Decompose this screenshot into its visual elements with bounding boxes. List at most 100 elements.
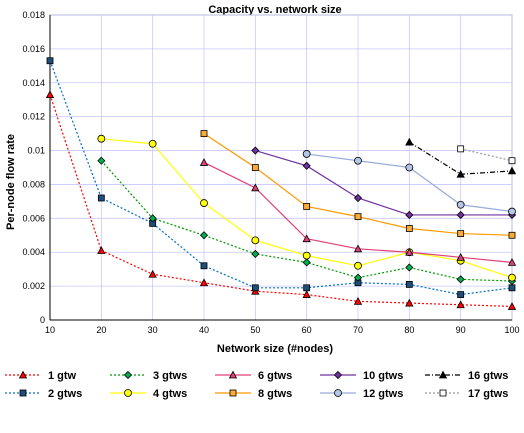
data-point bbox=[508, 284, 516, 292]
y-tick-label: 0.01 bbox=[27, 146, 45, 156]
data-point bbox=[199, 231, 209, 240]
data-point bbox=[456, 252, 465, 261]
x-tick-label: 20 bbox=[96, 325, 106, 335]
series-line bbox=[49, 94, 513, 308]
x-tick-label: 30 bbox=[148, 325, 158, 335]
data-point bbox=[353, 273, 363, 282]
data-point bbox=[456, 300, 465, 309]
x-tick-label: 50 bbox=[250, 325, 260, 335]
series-2 bbox=[46, 57, 516, 298]
data-point bbox=[251, 183, 260, 192]
data-point bbox=[405, 281, 413, 288]
data-point bbox=[508, 207, 516, 216]
series-8 bbox=[302, 150, 516, 216]
series-4 bbox=[97, 134, 516, 282]
data-point bbox=[251, 146, 260, 155]
x-tick-labels: 10 20 30 40 50 60 70 80 90 100 bbox=[45, 325, 520, 335]
data-point bbox=[148, 139, 157, 148]
data-point bbox=[353, 297, 363, 305]
data-point bbox=[200, 130, 208, 138]
series-9 bbox=[405, 137, 517, 178]
data-point bbox=[45, 90, 55, 99]
legend-label: 12 gtws bbox=[363, 388, 403, 400]
y-tick-label: 0 bbox=[40, 315, 45, 325]
data-point bbox=[405, 163, 414, 172]
data-point bbox=[507, 166, 517, 175]
legend-label: 8 gtws bbox=[258, 388, 292, 400]
data-point bbox=[302, 251, 311, 260]
data-point bbox=[405, 225, 413, 232]
legend-item: 6 gtws bbox=[215, 370, 292, 382]
data-point bbox=[199, 158, 209, 166]
x-tick-label: 100 bbox=[504, 325, 519, 335]
data-point bbox=[200, 262, 208, 270]
legend-item: 17 gtws bbox=[425, 388, 508, 400]
legend-item: 12 gtws bbox=[320, 388, 403, 400]
x-tick-label: 80 bbox=[404, 325, 414, 335]
data-point bbox=[353, 244, 363, 253]
legend-marker bbox=[18, 370, 28, 379]
data-point bbox=[457, 291, 465, 298]
series-line bbox=[255, 149, 512, 216]
data-point bbox=[302, 150, 311, 158]
data-point bbox=[507, 302, 517, 310]
data-point bbox=[302, 161, 311, 170]
legend-item: 8 gtws bbox=[215, 388, 292, 400]
legend-label: 6 gtws bbox=[258, 370, 292, 382]
y-tick-label: 0.014 bbox=[22, 78, 45, 88]
data-point bbox=[97, 156, 106, 165]
y-tick-label: 0.006 bbox=[22, 213, 45, 223]
legend-item: 16 gtws bbox=[425, 370, 508, 382]
y-tick-label: 0.018 bbox=[22, 10, 45, 20]
data-point bbox=[303, 284, 311, 292]
x-tick-label: 70 bbox=[353, 325, 363, 335]
data-point bbox=[302, 234, 311, 243]
data-point bbox=[507, 258, 517, 266]
legend-label: 17 gtws bbox=[468, 388, 508, 400]
data-point bbox=[456, 210, 465, 220]
data-point bbox=[251, 284, 259, 292]
data-point bbox=[353, 193, 363, 203]
data-point bbox=[354, 156, 362, 165]
legend-item: 2 gtws bbox=[5, 388, 82, 400]
data-point bbox=[303, 203, 311, 210]
legend-marker bbox=[439, 389, 447, 397]
data-point bbox=[302, 258, 311, 267]
data-point bbox=[97, 246, 106, 254]
data-point bbox=[405, 263, 414, 272]
series-5 bbox=[199, 158, 517, 266]
legend-marker bbox=[334, 389, 342, 397]
x-tick-label: 10 bbox=[45, 325, 55, 335]
data-point bbox=[97, 194, 105, 202]
data-point bbox=[200, 199, 208, 207]
series-1 bbox=[45, 90, 517, 310]
y-tick-label: 0.002 bbox=[22, 281, 45, 291]
legend-item: 10 gtws bbox=[320, 370, 403, 382]
data-point bbox=[508, 273, 516, 282]
x-tick-label: 90 bbox=[456, 325, 466, 335]
data-point bbox=[251, 164, 259, 171]
data-point bbox=[508, 231, 516, 239]
legend-marker bbox=[229, 389, 237, 397]
legend-item: 4 gtws bbox=[110, 388, 187, 400]
y-axis-label: Per-node flow rate bbox=[5, 134, 17, 230]
y-tick-label: 0.008 bbox=[22, 179, 45, 189]
series-line bbox=[460, 148, 513, 162]
legend-label: 1 gtw bbox=[48, 370, 77, 382]
legend-marker bbox=[228, 370, 238, 379]
x-tick-label: 60 bbox=[302, 325, 312, 335]
plot-area bbox=[49, 14, 513, 321]
legend-label: 2 gtws bbox=[48, 388, 82, 400]
data-point bbox=[354, 261, 362, 270]
legend-marker bbox=[124, 389, 132, 397]
data-point bbox=[405, 298, 414, 307]
data-point bbox=[405, 137, 414, 146]
data-point bbox=[456, 275, 465, 284]
data-point bbox=[251, 236, 260, 245]
y-tick-label: 0.004 bbox=[22, 247, 45, 257]
data-point bbox=[46, 57, 54, 65]
data-point bbox=[405, 210, 414, 220]
series-10 bbox=[457, 145, 516, 165]
plot-frame bbox=[49, 14, 513, 321]
